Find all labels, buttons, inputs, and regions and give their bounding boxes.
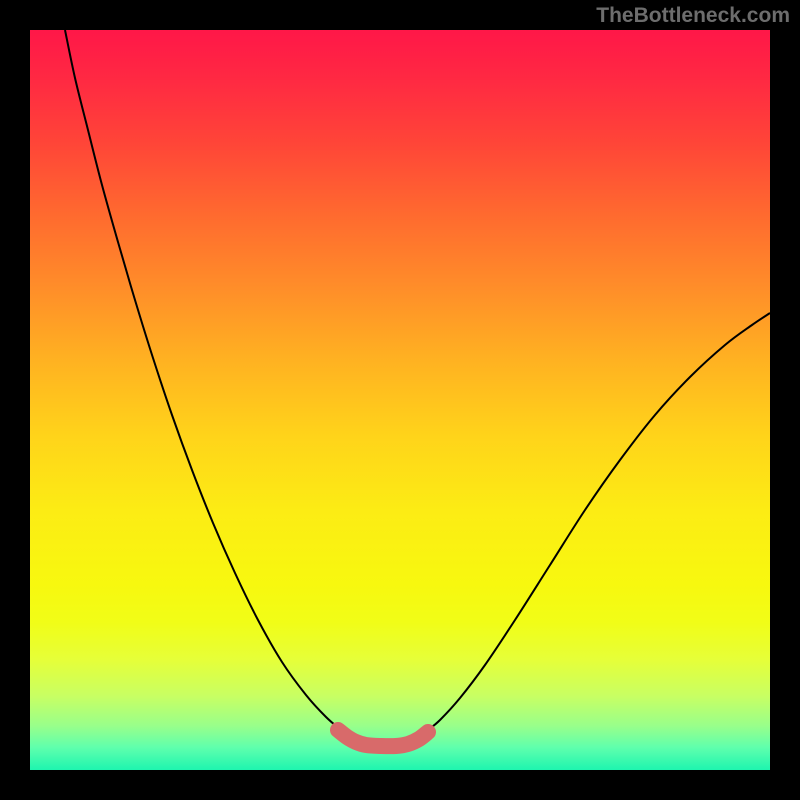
chart-frame: TheBottleneck.com	[0, 0, 800, 800]
watermark-text: TheBottleneck.com	[596, 4, 790, 28]
bottleneck-chart	[30, 30, 770, 770]
chart-background	[30, 30, 770, 770]
